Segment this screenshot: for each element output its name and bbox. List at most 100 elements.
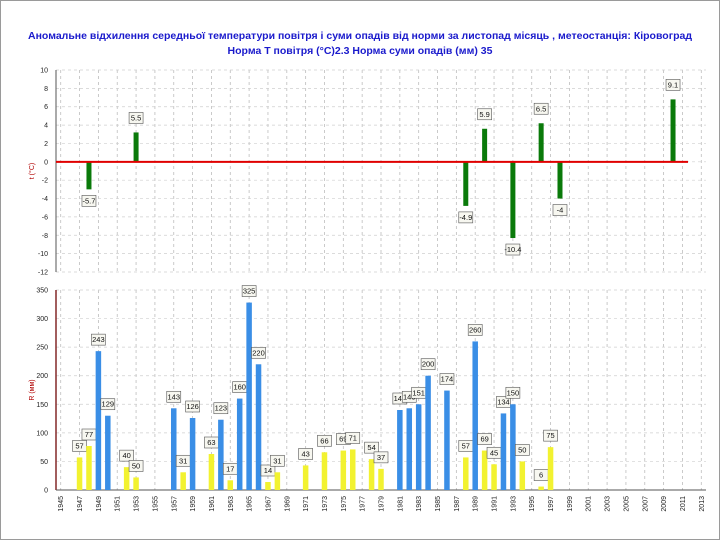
- precip-data-label-box: [439, 373, 455, 385]
- y-tick-label: 250: [36, 345, 48, 352]
- precip-bar: [236, 398, 243, 490]
- temp-data-label-box: [128, 112, 144, 124]
- y-tick-label: 100: [36, 430, 48, 437]
- precip-data-label-box: [543, 429, 558, 442]
- x-tick-label: 1997: [548, 496, 555, 512]
- x-tick-label: 1967: [265, 496, 272, 512]
- precip-bar: [321, 452, 328, 490]
- y-tick-label: 50: [40, 459, 48, 466]
- precip-bar: [255, 364, 262, 490]
- temp-data-label: -5.7: [83, 196, 96, 205]
- temp-bar: [670, 99, 676, 162]
- precip-data-label: 6: [539, 471, 543, 480]
- y-tick-label: -8: [42, 233, 48, 240]
- precip-bar: [265, 482, 271, 490]
- precip-data-label-box: [128, 460, 144, 472]
- chart-subtitle: Норма Т повітря (°С)2.3 Норма суми опаді…: [227, 45, 493, 57]
- precip-data-label-box: [364, 441, 379, 454]
- precip-data-label: 143: [167, 392, 180, 401]
- temp-data-label-box: [665, 79, 681, 91]
- x-tick-label: 2013: [699, 496, 706, 512]
- x-tick-label: 1981: [397, 496, 404, 512]
- precip-data-label: 143: [403, 392, 416, 401]
- y-tick-label: 0: [44, 488, 48, 495]
- precip-data-label: 63: [207, 438, 215, 447]
- x-tick-label: 1953: [134, 496, 141, 512]
- precip-bar: [189, 418, 196, 490]
- precip-bar: [105, 415, 111, 490]
- precip-bar: [415, 404, 422, 490]
- precip-data-label-box: [345, 432, 361, 444]
- precip-data-label: 325: [243, 287, 256, 296]
- x-tick-label: 2011: [680, 496, 687, 511]
- precip-data-label: 69: [339, 435, 347, 444]
- x-tick-label: 1999: [567, 496, 574, 512]
- precip-data-label: 66: [320, 436, 328, 445]
- precip-bar: [463, 457, 469, 490]
- precip-data-label-box: [213, 402, 229, 415]
- y-tick-label: 2: [44, 141, 48, 148]
- precip-data-label-box: [185, 400, 200, 413]
- precip-data-label: 200: [422, 360, 435, 369]
- precip-data-label: 140: [394, 394, 407, 403]
- precip-data-label: 31: [273, 456, 281, 465]
- temp-data-label-box: [458, 211, 474, 224]
- precip-data-label: 54: [367, 443, 375, 452]
- temp-data-label: -10.4: [504, 245, 521, 254]
- y-tick-label: 300: [36, 316, 48, 323]
- x-tick-label: 2005: [623, 496, 630, 512]
- temp-data-label-box: [505, 243, 521, 256]
- x-tick-label: 1983: [416, 496, 423, 512]
- precip-data-label: 220: [252, 348, 265, 357]
- precip-bar: [491, 464, 497, 490]
- y-tick-label: -12: [38, 270, 48, 277]
- temp-data-label: -4.9: [459, 213, 472, 222]
- x-tick-label: 2009: [661, 496, 668, 512]
- precip-bar: [425, 375, 431, 490]
- precip-data-label-box: [91, 333, 106, 346]
- x-tick-label: 1949: [96, 496, 103, 512]
- precip-data-label: 150: [507, 388, 520, 397]
- x-tick-label: 1973: [322, 496, 329, 512]
- precip-data-label-box: [373, 451, 389, 464]
- precip-data-label: 160: [233, 383, 246, 392]
- y-tick-label: 6: [44, 104, 48, 111]
- temp-bar: [557, 161, 563, 199]
- temp-data-label-box: [552, 204, 568, 216]
- temp-bar: [463, 161, 469, 206]
- x-tick-label: 1971: [303, 496, 310, 512]
- y-tick-label: 8: [44, 86, 48, 93]
- y-tick-label: -10: [38, 251, 48, 258]
- precip-bar: [227, 480, 234, 490]
- precip-bar: [481, 450, 488, 490]
- x-tick-label: 1985: [435, 496, 442, 512]
- x-tick-label: 1961: [209, 496, 216, 512]
- precip-data-label: 71: [349, 433, 357, 442]
- precip-data-label: 50: [518, 445, 526, 454]
- y-tick-label: 10: [40, 68, 48, 75]
- precip-bar: [378, 468, 384, 490]
- precip-data-label: 151: [412, 388, 425, 397]
- precip-data-label: 37: [377, 453, 385, 462]
- y-tick-label: 4: [44, 123, 48, 130]
- y-tick-label: 200: [36, 373, 48, 380]
- x-tick-label: 1947: [77, 496, 84, 512]
- temp-data-label: -4: [557, 206, 564, 215]
- precip-bar: [368, 459, 375, 490]
- temp-bar: [510, 161, 516, 239]
- precip-bar: [444, 390, 450, 490]
- precip-data-label-box: [420, 358, 436, 371]
- precip-data-label: 75: [546, 431, 554, 440]
- precip-data-label-box: [477, 433, 492, 445]
- precip-data-label: 134: [497, 397, 510, 406]
- x-tick-label: 2007: [642, 496, 649, 512]
- temp-bar: [86, 161, 92, 190]
- precip-data-label-box: [496, 396, 511, 408]
- precip-bar: [397, 410, 403, 490]
- precip-data-label: 123: [215, 404, 228, 413]
- precip-bar: [208, 454, 215, 490]
- temp-data-label: 6.5: [536, 104, 546, 113]
- x-tick-label: 1987: [454, 496, 461, 512]
- precip-data-label-box: [515, 444, 530, 456]
